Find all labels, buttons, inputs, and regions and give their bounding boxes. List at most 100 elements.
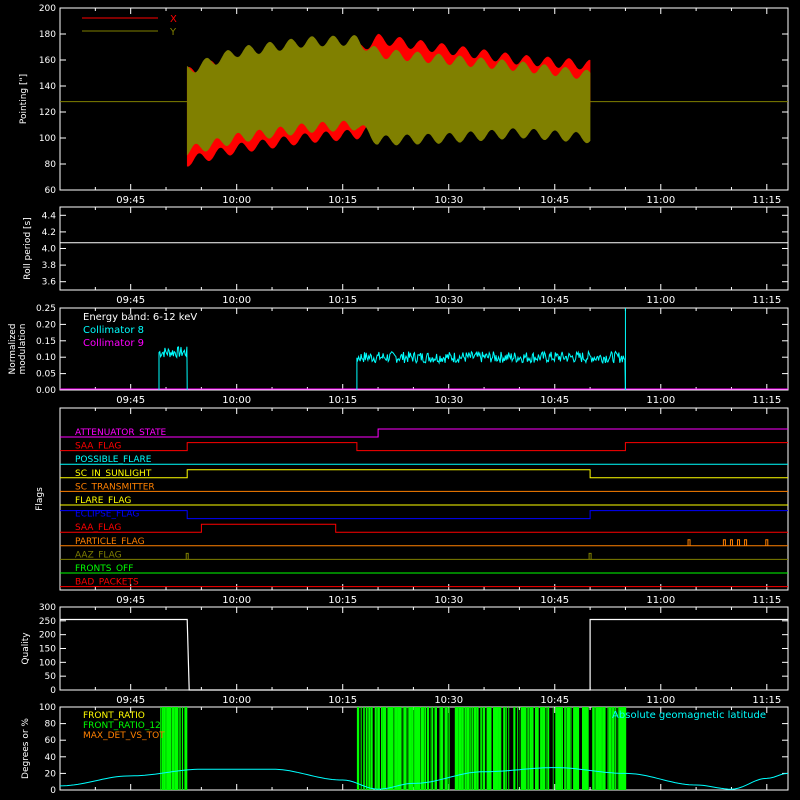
front-ratio-bar xyxy=(445,707,448,790)
front-ratio-bar xyxy=(573,707,576,790)
front-ratio-bar xyxy=(185,707,188,790)
flag-label: ATTENUATOR_STATE xyxy=(75,428,167,438)
flag-pulse xyxy=(722,539,726,546)
front-ratio-bar xyxy=(367,707,368,790)
front-ratio-bar xyxy=(625,707,626,790)
collimator-8-line xyxy=(356,349,626,391)
front-ratio-bar xyxy=(604,707,606,790)
time-tick-label: 11:00 xyxy=(646,695,675,706)
flag-label: PARTICLE_FLAG xyxy=(75,537,145,547)
y-tick-label: 0.00 xyxy=(36,386,56,396)
front-ratio-bar xyxy=(513,707,516,790)
legend-collimator-9: Collimator 9 xyxy=(83,338,144,349)
geomagnetic-latitude-label: Absolute geomagnetic latitude xyxy=(612,710,766,721)
y-tick-label: 100 xyxy=(39,658,56,668)
panels: 09:45 10:00 10:15 10:30 10:45 11:00 11:15 60 80 1… xyxy=(8,4,789,796)
time-tick-label: 09:45 xyxy=(116,195,145,206)
front-ratio-bar xyxy=(372,707,373,790)
y-axis-label: Roll period [s] xyxy=(23,217,33,279)
y-tick-label: 150 xyxy=(39,645,56,655)
front-ratio-bar xyxy=(486,707,490,790)
front-ratio-bar xyxy=(484,707,486,790)
front-ratio-bar xyxy=(454,707,457,790)
front-ratio-bar xyxy=(382,707,385,790)
flag-label: BAD_PACKETS xyxy=(75,578,139,588)
flag-line xyxy=(60,428,788,438)
time-tick-label: 10:00 xyxy=(222,395,251,406)
front-ratio-bar xyxy=(369,707,371,790)
flag-label: ECLIPSE_FLAG xyxy=(75,510,139,520)
time-tick-label: 11:15 xyxy=(752,295,781,306)
front-ratio-bar xyxy=(439,707,441,790)
y-tick-label: 3.6 xyxy=(42,278,57,288)
front-ratio-bar xyxy=(467,707,470,790)
front-ratio-bar xyxy=(377,707,380,790)
front-ratio-bar xyxy=(617,707,619,790)
y-axis-label: Quality xyxy=(21,632,31,665)
quality-line xyxy=(60,618,788,691)
front-ratio-bar xyxy=(444,707,446,790)
front-ratio-bar xyxy=(618,707,622,790)
front-ratio-bar xyxy=(578,707,579,790)
front-ratio-bar xyxy=(537,707,539,790)
front-ratio-bar xyxy=(393,707,395,790)
legend-collimator-8: Collimator 8 xyxy=(83,325,144,336)
legend-label-y: Y xyxy=(169,27,177,38)
front-ratio-bar xyxy=(440,707,444,790)
y-tick-label: 80 xyxy=(45,160,57,170)
time-tick-label: 10:15 xyxy=(328,295,357,306)
front-ratio-bar xyxy=(493,707,496,790)
time-tick-label: 10:00 xyxy=(222,295,251,306)
y-axis-label-line: Pointing ["] xyxy=(19,74,29,124)
y-tick-label: 0 xyxy=(50,686,56,696)
front-ratio-bar xyxy=(459,707,462,790)
time-tick-label: 11:00 xyxy=(646,595,675,606)
time-tick-label: 10:30 xyxy=(434,295,463,306)
time-tick-label: 10:15 xyxy=(328,695,357,706)
y-axis-label-line: Roll period [s] xyxy=(23,217,33,279)
front-ratio-bar xyxy=(430,707,432,790)
front-ratio-bar xyxy=(360,707,362,790)
panel-frame xyxy=(59,307,789,391)
y-tick-label: 20 xyxy=(45,769,57,779)
front-ratio-bar xyxy=(535,707,537,790)
legend-front-ratio-12: FRONT_RATIO_12 xyxy=(83,721,161,731)
front-ratio-bar xyxy=(624,707,627,790)
front-ratio-bar xyxy=(388,707,391,790)
front-ratio-bar xyxy=(608,707,611,790)
front-ratio-bar xyxy=(592,707,595,790)
y-tick-label: 160 xyxy=(39,56,56,66)
y-tick-label: 0.15 xyxy=(36,337,56,347)
flag-line xyxy=(60,442,788,452)
flag-label: SAA_FLAG xyxy=(75,442,121,452)
front-ratio-bar xyxy=(531,707,534,790)
front-ratio-bar xyxy=(574,707,577,790)
front-ratio-bar xyxy=(374,707,377,790)
front-ratio-bar xyxy=(482,707,485,790)
y-tick-label: 200 xyxy=(39,631,56,641)
flag-pulse xyxy=(744,539,748,546)
front-ratio-bar xyxy=(381,707,383,790)
y-tick-label: 140 xyxy=(39,82,56,92)
y-tick-label: 200 xyxy=(39,4,56,14)
front-ratio-bar xyxy=(496,707,498,790)
flag-pulse xyxy=(588,552,592,560)
panel-pointing: 09:45 10:00 10:15 10:30 10:45 11:00 11:15 60 80 1… xyxy=(19,4,789,206)
front-ratio-bar xyxy=(426,707,430,790)
front-ratio-bar xyxy=(565,707,567,790)
time-tick-label: 10:30 xyxy=(434,695,463,706)
y-tick-label: 0.25 xyxy=(36,304,56,314)
front-ratio-bar xyxy=(564,707,566,790)
front-ratio-bar xyxy=(560,707,562,790)
front-ratio-bar xyxy=(570,707,572,790)
y-tick-label: 300 xyxy=(39,603,56,613)
front-ratio-bar xyxy=(448,707,450,790)
flag-pulse xyxy=(729,539,733,546)
time-tick-label: 11:15 xyxy=(752,595,781,606)
time-tick-label: 10:45 xyxy=(540,195,569,206)
front-ratio-bar xyxy=(583,707,586,790)
front-ratio-bar xyxy=(529,707,532,790)
front-ratio-bar xyxy=(480,707,482,790)
front-ratio-bar xyxy=(532,707,534,790)
front-ratio-bar xyxy=(536,707,539,790)
